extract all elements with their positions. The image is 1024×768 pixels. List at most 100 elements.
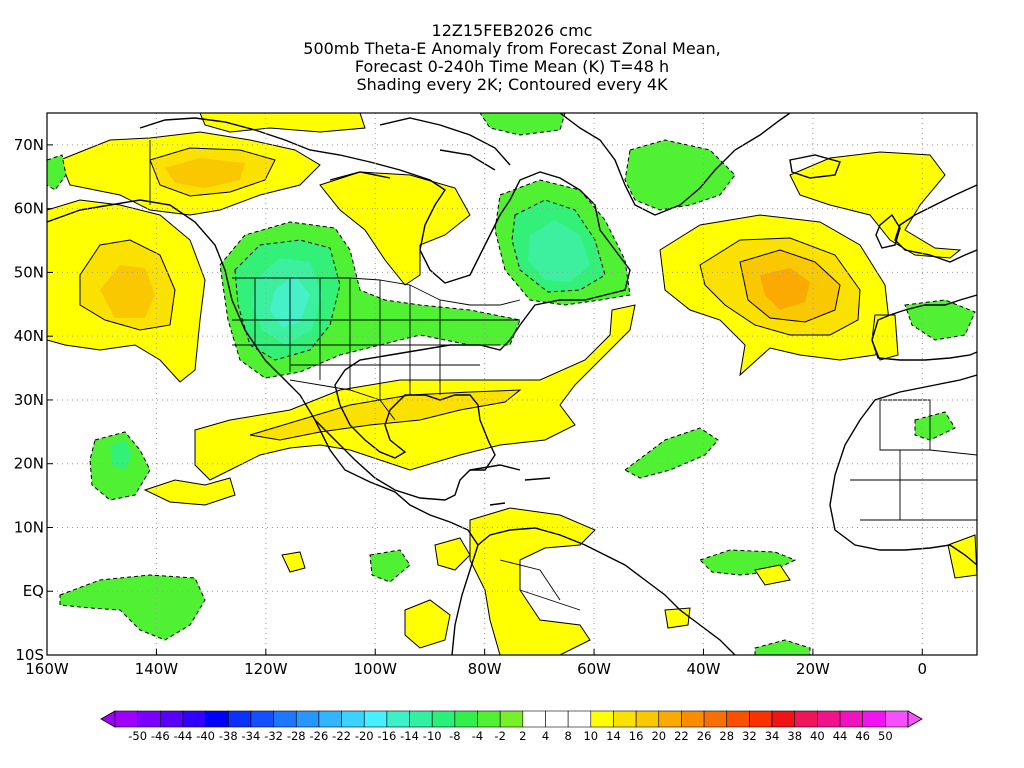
colorbar: -50 -46 -44 -40 -38 -34 -32 -28 -26 -22 -20 -16 -14-… [100,710,923,743]
colorbar-label: 40 [810,729,825,743]
colorbar-swatch [182,710,206,728]
colorbar-swatch [250,710,274,728]
colorbar-label: 4 [542,729,549,743]
colorbar-label: -28 [287,729,306,743]
colorbar-label: 16 [629,729,644,743]
plot-title: 12Z15FEB2026 cmc 500mb Theta-E Anomaly f… [0,22,1024,94]
lon-label: 0 [918,660,928,678]
colorbar-arrow-left [100,710,116,728]
colorbar-label: 38 [787,729,802,743]
colorbar-swatch [431,710,456,728]
colorbar-label: -44 [174,729,193,743]
colorbar-swatch [477,710,501,728]
title-line-1: 12Z15FEB2026 cmc [431,21,593,40]
lon-label: 100W [354,660,398,678]
colorbar-label: -14 [400,729,419,743]
coastlines [47,113,977,655]
cold-anomaly-labrador [494,179,631,306]
lon-label: 120W [244,660,288,678]
colorbar-swatch [295,710,320,728]
greenland-coastline [559,113,791,216]
colorbar-arrow-right [907,710,923,728]
colorbar-swatch [681,710,705,728]
colorbar-label: -22 [332,729,351,743]
lat-label: 70N [14,136,44,154]
colorbar-swatch [318,710,342,728]
colorbar-swatch [658,710,682,728]
colorbar-label: -26 [310,729,329,743]
state-borders [232,278,520,400]
colorbar-swatch [499,710,524,728]
title-line-4: Shading every 2K; Contoured every 4K [356,75,668,94]
colorbar-swatch [341,710,365,728]
colorbar-label: 50 [878,729,893,743]
colorbar-label: 14 [606,729,621,743]
title-line-2: 500mb Theta-E Anomaly from Forecast Zona… [303,39,721,58]
colorbar-swatch [545,710,569,728]
colorbar-label: -16 [377,729,396,743]
colorbar-swatch [567,710,592,728]
africa-borders [850,399,977,521]
lat-label: 60N [14,200,44,218]
colorbar-swatch [454,710,478,728]
political-borders [149,140,977,611]
south-america-coastline [451,527,736,655]
colorbar-label: -8 [449,729,460,743]
colorbar-swatch [205,710,229,728]
cold-anomaly-tropical-pacific [59,431,411,641]
colorbar-label: -38 [219,729,238,743]
colorbar-label: -4 [472,729,483,743]
warm-anomaly-hudson-bay [319,171,471,286]
colorbar-label: -20 [355,729,374,743]
iceland-coastline [789,154,841,179]
title-line-3: Forecast 0-240h Time Mean (K) T=48 h [354,57,670,76]
colorbar-label: -46 [151,729,170,743]
warm-anomaly-arctic-strip [199,113,566,136]
colorbar-swatch [635,710,660,728]
colorbar-swatch [771,710,796,728]
colorbar-swatch [749,710,773,728]
lon-label: 160W [25,660,69,678]
colorbar-swatch [885,710,909,728]
grid-lines [47,113,977,655]
colorbar-swatch [839,710,863,728]
colorbar-swatch [703,710,728,728]
lon-label: 80W [468,660,502,678]
lon-label: 20W [796,660,830,678]
colorbar-label: 26 [697,729,712,743]
colorbar-swatch [273,710,297,728]
colorbar-swatch [862,710,886,728]
colorbar-swatch [137,710,161,728]
lon-label: 140W [135,660,179,678]
colorbar-label: 32 [742,729,757,743]
south-america-borders [499,559,581,611]
colorbar-swatch [227,710,252,728]
colorbar-label: 8 [564,729,571,743]
warm-anomaly-scandinavia [789,151,976,361]
lat-label: 20N [14,455,44,473]
colorbar-swatch [817,710,841,728]
arctic-islands-coastline [329,117,511,181]
lon-label: 60W [577,660,611,678]
colorbar-swatch [386,710,410,728]
colorbar-swatch [613,710,637,728]
lat-label: 40N [14,327,44,345]
map-frame [46,112,978,656]
colorbar-swatch [363,710,388,728]
caribbean-islands-coastline [469,464,551,506]
colorbar-swatch [794,710,818,728]
colorbar-label: 28 [719,729,734,743]
colorbar-swatch [160,710,184,728]
north-america-coastline [47,117,631,501]
warm-anomaly-east-atlantic [659,214,891,377]
lat-label: EQ [23,582,44,600]
warm-anomaly-gulf-of-alaska [59,131,321,216]
colorbar-swatch [726,710,750,728]
map-area [47,113,977,655]
colorbar-label: -34 [242,729,261,743]
europe-africa-coastline [829,184,977,566]
colorbar-label: -50 [128,729,147,743]
cold-anomaly-western-us [219,221,521,379]
colorbar-label: -10 [423,729,442,743]
